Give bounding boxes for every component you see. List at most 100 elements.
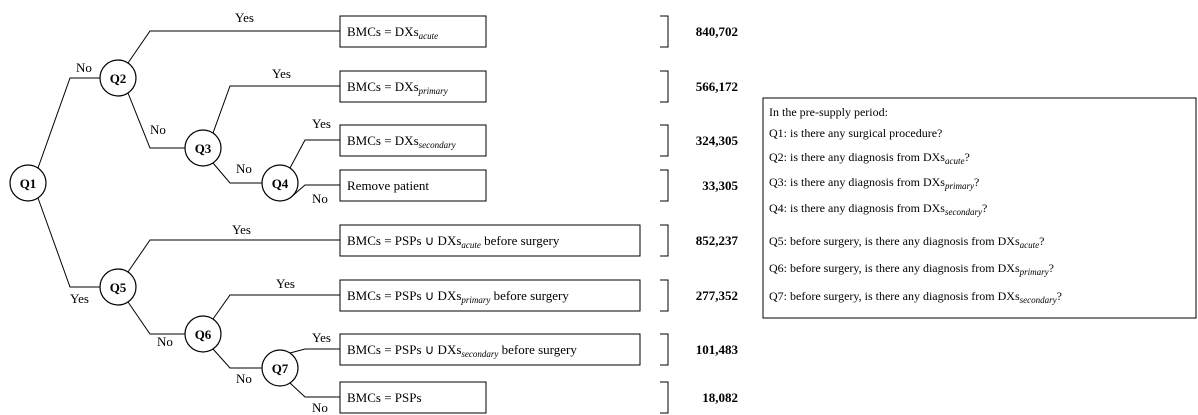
text-part: ? (1039, 234, 1044, 248)
node-label: Q7 (272, 361, 289, 376)
subscript: secondary (1020, 295, 1057, 305)
text-part: Remove patient (347, 178, 429, 193)
text-part: BMCs = PSPs ∪ DXs (347, 342, 461, 357)
edge (212, 162, 262, 184)
edge-label: Yes (312, 116, 331, 131)
node-label: Q2 (110, 71, 127, 86)
text-part: ? (1057, 289, 1062, 303)
outcome-count: 840,702 (696, 24, 738, 39)
subscript: secondary (419, 140, 456, 150)
legend-box (762, 97, 1197, 319)
outcome-box (339, 279, 641, 312)
bracket (660, 224, 669, 257)
edge-label: No (76, 60, 92, 75)
edge-label: No (312, 191, 328, 206)
subscript: acute (461, 240, 481, 250)
outcome-box (339, 70, 487, 103)
outcome-box (339, 381, 487, 414)
text-part: ? (974, 175, 979, 189)
edge-label: No (236, 371, 252, 386)
outcome-box (339, 169, 487, 202)
edge (212, 348, 262, 369)
legend-item: Q1: is there any surgical procedure? (769, 126, 942, 140)
outcome-count: 18,082 (702, 390, 738, 405)
legend-title: In the pre-supply period: (769, 105, 888, 119)
outcome-label: BMCs = DXsprimary (347, 79, 448, 96)
outcome-label: BMCs = PSPs ∪ DXssecondary before surger… (347, 342, 577, 359)
outcome-label: BMCs = PSPs ∪ DXsacute before surgery (347, 233, 560, 250)
subscript: primary (418, 86, 448, 96)
node-label: Q6 (195, 327, 212, 342)
bracket (660, 70, 669, 103)
node-label: Q3 (195, 141, 212, 156)
text-part: ? (964, 150, 969, 164)
edge (127, 301, 185, 335)
subscript: primary (460, 295, 490, 305)
decision-node (261, 164, 299, 202)
edge (127, 239, 340, 273)
edge (37, 77, 100, 169)
outcome-box (339, 15, 487, 48)
outcome-box (339, 224, 641, 257)
edge-label: Yes (232, 222, 251, 237)
edge-label: Yes (276, 276, 295, 291)
text-part: Q6: before surgery, is there any diagnos… (769, 261, 1020, 275)
decision-node (99, 268, 137, 306)
node-label: Q1 (20, 176, 37, 191)
edge (212, 294, 340, 320)
text-part: Q5: before surgery, is there any diagnos… (769, 234, 1020, 248)
edge (212, 85, 340, 134)
text-part: BMCs = DXs (347, 79, 419, 94)
decision-node (9, 164, 47, 202)
outcome-count: 33,305 (702, 178, 738, 193)
decision-node (99, 59, 137, 97)
legend-item: Q2: is there any diagnosis from DXsacute… (769, 150, 970, 166)
bracket (660, 169, 669, 202)
subscript: secondary (461, 349, 498, 359)
text-part: ? (982, 201, 987, 215)
outcome-box (339, 333, 641, 366)
legend-item: Q5: before surgery, is there any diagnos… (769, 234, 1044, 250)
outcome-count: 101,483 (696, 342, 739, 357)
decision-node (261, 349, 299, 387)
text-part: before surgery (481, 233, 560, 248)
text-part: BMCs = PSPs (347, 390, 422, 405)
outcome-count: 852,237 (696, 233, 739, 248)
outcome-box (339, 124, 487, 157)
decision-node (184, 129, 222, 167)
outcome-count: 277,352 (696, 288, 738, 303)
legend-item: Q4: is there any diagnosis from DXssecon… (769, 201, 987, 217)
node-label: Q4 (272, 176, 289, 191)
edge-label: No (312, 400, 328, 415)
edge-label: Yes (272, 66, 291, 81)
outcome-count: 566,172 (696, 79, 738, 94)
bracket (660, 381, 669, 414)
outcome-label: BMCs = PSPs (347, 390, 422, 405)
text-part: Q1: is there any surgical procedure? (769, 126, 942, 140)
text-part: BMCs = DXs (347, 133, 419, 148)
edge-label: Yes (312, 330, 331, 345)
edge-label: No (150, 122, 166, 137)
edge-label: Yes (70, 291, 89, 306)
subscript: acute (419, 31, 439, 41)
bracket (660, 279, 669, 312)
text-part: Q2: is there any diagnosis from DXs (769, 150, 945, 164)
legend-item: Q6: before surgery, is there any diagnos… (769, 261, 1054, 277)
outcome-label: BMCs = DXsacute (347, 24, 438, 41)
outcome-label: BMCs = DXssecondary (347, 133, 456, 150)
outcome-label: Remove patient (347, 178, 429, 193)
text-part: Q3: is there any diagnosis from DXs (769, 175, 945, 189)
outcome-count: 324,305 (696, 133, 739, 148)
edge (289, 382, 340, 398)
edge (127, 92, 185, 149)
edge-label: No (236, 161, 252, 176)
subscript: acute (945, 156, 965, 166)
node-label: Q5 (110, 280, 127, 295)
edge-label: Yes (235, 10, 254, 25)
subscript: primary (944, 181, 974, 191)
bracket (660, 124, 669, 157)
edge (289, 139, 340, 169)
text-part: before surgery (490, 288, 569, 303)
